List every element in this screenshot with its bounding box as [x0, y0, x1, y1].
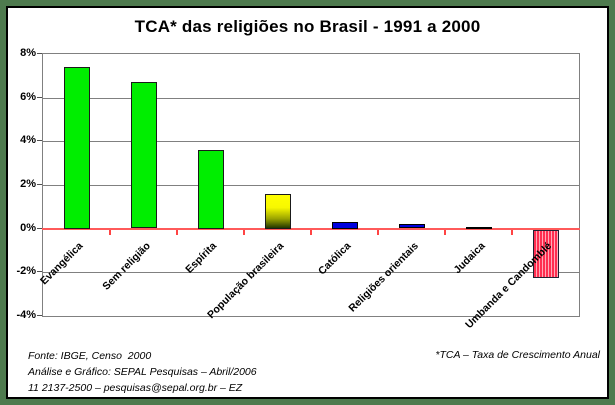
gridline: [43, 141, 579, 142]
y-axis-tick: [37, 97, 42, 98]
plot-area: Evangélica Sem religião Espírita População …: [38, 53, 580, 331]
category-label-text: Evangélica: [38, 240, 86, 288]
tca-footnote: *TCA – Taxa de Crescimento Anual: [435, 349, 600, 361]
y-axis-label: 6%: [20, 91, 36, 103]
y-axis-tick: [37, 228, 42, 229]
bar-sem-religi-o: [131, 82, 157, 228]
category-label-text: Sem religião: [99, 240, 153, 293]
y-axis-tick: [37, 140, 42, 141]
category-tick: [511, 230, 513, 235]
y-axis-label: -2%: [16, 265, 36, 277]
y-axis-tick: [37, 53, 42, 54]
category-tick: [243, 230, 245, 235]
source-line: 11 2137-2500 – pesquisas@sepal.org.br – …: [28, 382, 243, 394]
bar-judaica: [466, 227, 492, 229]
source-line: Fonte: IBGE, Censo 2000: [28, 350, 152, 362]
y-axis-label: 4%: [20, 134, 36, 146]
zero-axis-line: [42, 228, 580, 230]
y-axis-label: 2%: [20, 178, 36, 190]
bar-religi-es-orientais: [399, 224, 425, 228]
category-label-text: Judaica: [451, 240, 488, 277]
category-tick: [176, 230, 178, 235]
y-axis-tick: [37, 315, 42, 316]
y-axis-tick: [37, 271, 42, 272]
chart-title: TCA* das religiões no Brasil - 1991 a 20…: [134, 17, 481, 36]
gridline: [43, 185, 579, 186]
category-label-text: Espírita: [183, 240, 220, 276]
category-tick: [310, 230, 312, 235]
source-line: Análise e Gráfico: SEPAL Pesquisas – Abr…: [28, 366, 257, 378]
chart-canvas: TCA* das religiões no Brasil - 1991 a 20…: [6, 6, 609, 399]
bar-cat-lica: [332, 222, 358, 229]
bar-esp-rita: [198, 150, 224, 229]
category-label-text: Religiões orientais: [345, 240, 421, 315]
y-axis-label: -4%: [16, 309, 36, 321]
category-tick: [444, 230, 446, 235]
y-axis-label: 0%: [20, 222, 36, 234]
y-axis-tick: [37, 184, 42, 185]
category-tick: [109, 230, 111, 235]
gridline: [43, 272, 579, 273]
bar-popula-o-brasileira: [265, 194, 291, 229]
gridline: [43, 98, 579, 99]
category-tick: [377, 230, 379, 235]
y-axis-label: 8%: [20, 47, 36, 59]
bar-evang-lica: [64, 67, 90, 229]
category-label-text: População brasileira: [205, 240, 287, 322]
source-credits: Fonte: IBGE, Censo 2000 Análise e Gráfic…: [28, 348, 257, 396]
bar-umbanda-e-candombl-: [533, 230, 559, 278]
